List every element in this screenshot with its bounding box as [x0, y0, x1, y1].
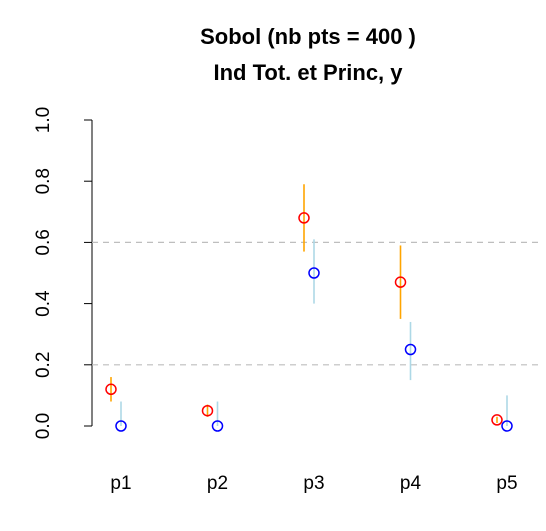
y-tick-label: 0.0 — [33, 413, 54, 439]
data-point — [201, 404, 214, 417]
y-tick-label: 0.6 — [33, 229, 54, 255]
data-point — [501, 420, 513, 432]
data-point — [404, 343, 417, 356]
chart-marks — [105, 184, 513, 432]
reference-lines — [92, 241, 538, 366]
data-point — [308, 267, 320, 279]
y-tick-label: 0.4 — [33, 290, 54, 317]
chart-subtitle: Ind Tot. et Princ, y — [213, 60, 403, 85]
y-tick-label: 1.0 — [33, 107, 54, 133]
data-point — [394, 276, 407, 288]
y-tick-label: 0.8 — [33, 168, 54, 194]
y-tick-label: 0.2 — [33, 352, 54, 378]
x-axis-labels: p1 p2 p3 p4 p5 — [110, 473, 517, 494]
x-tick-label: p1 — [110, 473, 131, 494]
data-point — [105, 383, 117, 396]
data-point — [211, 420, 224, 432]
data-point — [491, 414, 503, 426]
x-tick-label: p2 — [207, 473, 228, 494]
data-point — [115, 420, 127, 432]
data-point — [298, 212, 310, 224]
x-tick-label: p5 — [496, 473, 517, 494]
y-axis: 0.0 0.2 0.4 0.6 0.8 1.0 — [33, 107, 92, 439]
x-tick-label: p4 — [400, 473, 422, 494]
chart-title: Sobol (nb pts = 400 ) — [200, 24, 416, 49]
x-tick-label: p3 — [303, 473, 324, 494]
